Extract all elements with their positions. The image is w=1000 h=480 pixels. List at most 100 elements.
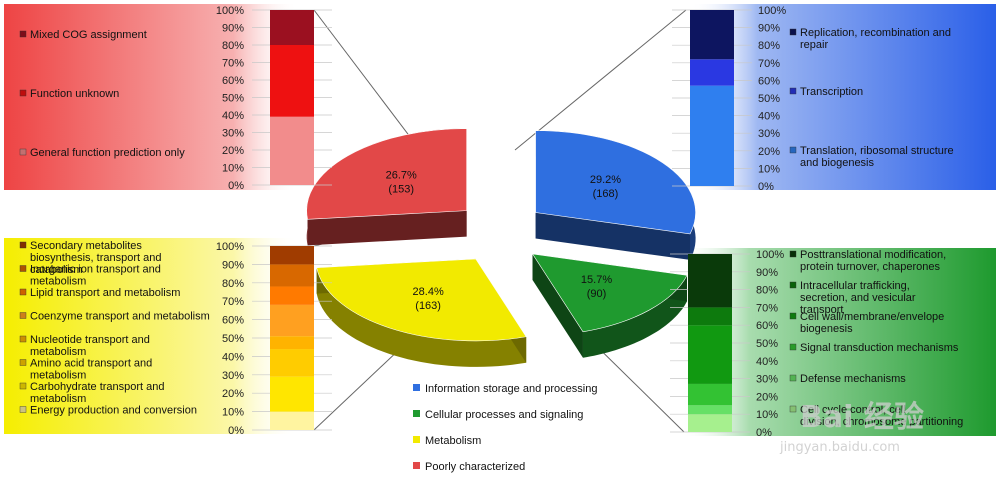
y-tick-label: 70%: [756, 302, 778, 314]
legend-label: Energy production and conversion: [30, 405, 197, 417]
bar-segment: [270, 286, 314, 305]
legend-swatch: [19, 241, 27, 249]
legend-label: Cell cycle control, cell division, chromo…: [800, 404, 963, 428]
bar-segment: [270, 45, 314, 117]
pie-slice-0: [535, 130, 696, 235]
y-tick-label: 0%: [228, 425, 244, 437]
legend-label: Poorly characterized: [425, 461, 525, 473]
legend-label: Metabolism: [425, 435, 481, 447]
bar-segment: [270, 10, 314, 45]
bar-segment: [270, 376, 314, 412]
y-tick-label: 70%: [222, 296, 244, 308]
y-tick-label: 30%: [758, 128, 780, 140]
legend-label: Cellular processes and signaling: [425, 409, 583, 421]
y-tick-label: 70%: [222, 58, 244, 70]
legend-label: General function prediction only: [30, 147, 185, 159]
legend-swatch: [789, 343, 797, 351]
y-tick-label: 10%: [222, 163, 244, 175]
legend-label: Function unknown: [30, 88, 119, 100]
y-tick-label: 50%: [758, 93, 780, 105]
pie-label-count: (153): [388, 183, 414, 195]
bar-panel-information: 0% 10% 20% 30% 40% 50% 60% 70% 80% 90% 100% Replica…: [672, 5, 954, 193]
pie-radial-wall: [532, 253, 583, 358]
panel-bg-metabolism: [4, 238, 298, 434]
y-tick-label: 70%: [758, 58, 780, 70]
y-tick-label: 10%: [756, 409, 778, 421]
bar-segment: [270, 264, 314, 287]
pie-label-percent: 29.2%: [590, 174, 621, 186]
legend-swatch: [413, 462, 420, 469]
legend-swatch: [19, 288, 27, 296]
y-tick-label: 40%: [222, 110, 244, 122]
legend-label: Cell wall/membrane/envelope biogenesis: [800, 311, 944, 335]
y-tick-label: 10%: [222, 407, 244, 419]
y-tick-label: 20%: [222, 388, 244, 400]
y-tick-label: 80%: [222, 278, 244, 290]
bar-segment: [270, 336, 314, 350]
y-tick-label: 0%: [228, 180, 244, 192]
connector-line: [514, 9, 687, 151]
y-tick-label: 20%: [222, 145, 244, 157]
y-tick-label: 100%: [758, 5, 786, 17]
y-tick-label: 80%: [222, 40, 244, 52]
legend-label: Nucleotide transport and metabolism: [30, 334, 150, 358]
legend-label: Secondary metabolites biosynthesis, trans…: [30, 240, 161, 276]
bar-segment: [688, 405, 732, 415]
y-tick-label: 90%: [222, 259, 244, 271]
bar-panel-metabolism: 0% 10% 20% 30% 40% 50% 60% 70% 80% 90% 100% Seconda…: [19, 240, 332, 437]
pie-slice-2: [316, 258, 527, 342]
bar-segment: [688, 414, 732, 432]
y-tick-label: 60%: [758, 75, 780, 87]
pie-radial-wall: [535, 212, 691, 260]
y-tick-label: 10%: [758, 163, 780, 175]
y-tick-label: 0%: [756, 427, 772, 439]
legend-label: Defense mechanisms: [800, 373, 906, 385]
pie-label-count: (168): [593, 188, 619, 200]
bar-segment: [690, 10, 734, 60]
pie-radial-wall: [307, 210, 467, 246]
legend-swatch: [789, 405, 797, 413]
bar-segment: [690, 85, 734, 186]
y-tick-label: 40%: [222, 351, 244, 363]
pie-label-count: (90): [587, 288, 607, 300]
y-tick-label: 30%: [756, 374, 778, 386]
bar-segment: [688, 254, 732, 308]
y-tick-label: 20%: [756, 391, 778, 403]
legend-label: Replication, recombination and repair: [800, 27, 951, 51]
legend-swatch: [19, 382, 27, 390]
y-tick-label: 90%: [222, 23, 244, 35]
pie-label-percent: 26.7%: [386, 169, 417, 181]
legend-swatch: [413, 384, 420, 391]
y-tick-label: 90%: [758, 23, 780, 35]
y-tick-label: 60%: [756, 320, 778, 332]
legend-swatch: [19, 265, 27, 272]
y-tick-label: 30%: [222, 128, 244, 140]
legend-swatch: [789, 87, 797, 95]
bar-segment: [690, 59, 734, 86]
pie-label-count: (163): [415, 300, 441, 312]
y-tick-label: 30%: [222, 370, 244, 382]
connector-line: [313, 9, 421, 151]
bar-segment: [270, 304, 314, 337]
panel-bg-information: [690, 4, 996, 190]
y-tick-label: 100%: [216, 5, 244, 17]
legend-label: Coenzyme transport and metabolism: [30, 311, 210, 323]
y-tick-label: 0%: [758, 181, 774, 193]
bar-segment: [688, 383, 732, 406]
pie-group: 29.2% (168) 15.7% (90) 28.4% (163) 26.7% (153): [306, 128, 696, 367]
legend-label: Transcription: [800, 86, 863, 98]
y-tick-label: 60%: [222, 75, 244, 87]
bar-panel-poorly: 0% 10% 20% 30% 40% 50% 60% 70% 80% 90% 100% Mixed C…: [19, 5, 332, 192]
legend-swatch: [19, 148, 27, 156]
legend-label: Posttranslational modification, protein t…: [800, 249, 946, 273]
legend-swatch: [19, 30, 27, 38]
legend-label: Intracellular trafficking, secretion, and…: [800, 280, 916, 316]
y-tick-label: 80%: [756, 285, 778, 297]
legend-swatch: [789, 374, 797, 382]
legend-swatch: [789, 146, 797, 154]
y-tick-label: 90%: [756, 267, 778, 279]
legend-label: Mixed COG assignment: [30, 29, 147, 41]
y-tick-label: 100%: [216, 241, 244, 253]
legend-swatch: [19, 89, 27, 97]
pie-label-percent: 28.4%: [413, 286, 444, 298]
